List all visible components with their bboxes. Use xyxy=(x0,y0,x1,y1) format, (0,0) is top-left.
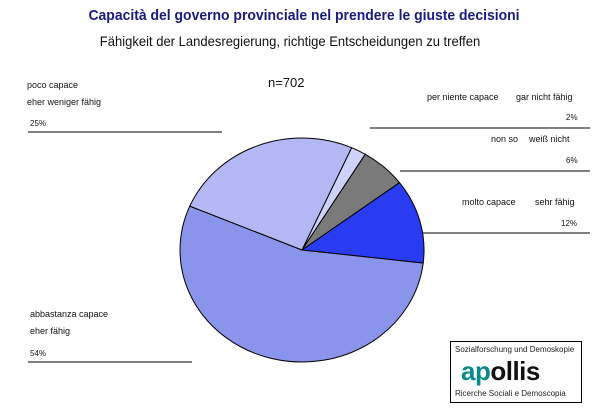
logo-brand-b: ollis xyxy=(490,356,540,386)
label-de-molto-capace: sehr fähig xyxy=(535,197,575,207)
slice-poco-capace xyxy=(189,137,353,251)
label-de-non-so: weiß nicht xyxy=(529,134,570,144)
label-de-abbastanza-capace: eher fähig xyxy=(30,326,71,336)
slice-abbastanza-capace xyxy=(179,205,424,363)
logo-brand-a: ap xyxy=(461,356,491,386)
label-it-non-so: non so xyxy=(491,134,519,144)
sample-size-note: n=702 xyxy=(268,75,305,90)
slice-molto-capace xyxy=(300,182,425,264)
label-it-poco-capace: poco capace xyxy=(27,80,79,90)
label-it-abbastanza-capace: abbastanza capace xyxy=(30,309,109,319)
label-it-molto-capace: molto capace xyxy=(462,197,516,207)
value-per-niente-capace: 2% xyxy=(566,113,578,122)
logo-bottom-text: Ricerche Sociali e Demoscopia xyxy=(455,389,566,398)
value-non-so: 6% xyxy=(566,156,578,165)
chart-subtitle: Fähigkeit der Landesregierung, richtige … xyxy=(99,33,481,49)
logo-brand: apollis xyxy=(461,357,540,385)
label-it-per-niente-capace: per niente capace xyxy=(427,92,499,102)
apollis-logo: Sozialforschung und Demoskopie apollis R… xyxy=(450,341,582,403)
value-abbastanza-capace: 54% xyxy=(30,349,47,358)
label-de-per-niente-capace: gar nicht fähig xyxy=(516,92,573,102)
label-de-poco-capace: eher weniger fähig xyxy=(27,97,102,107)
value-poco-capace: 25% xyxy=(30,119,47,128)
logo-top-text: Sozialforschung und Demoskopie xyxy=(455,345,575,354)
value-molto-capace: 12% xyxy=(561,219,578,228)
chart-title: Capacità del governo provinciale nel pre… xyxy=(88,7,520,24)
